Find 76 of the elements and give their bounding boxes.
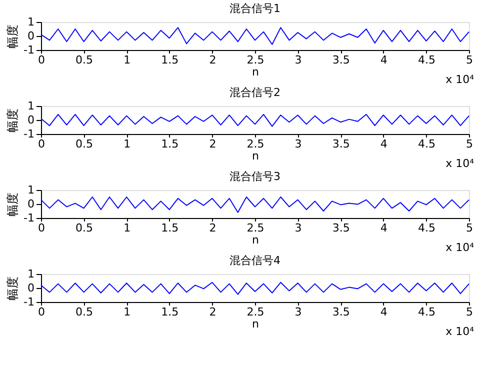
y-tick-label: -1 — [24, 296, 34, 308]
x-axis-title: n — [252, 318, 260, 330]
x-tick-label: 4.5 — [418, 138, 436, 150]
x-tick-label: 2.5 — [246, 138, 264, 150]
y-tick-label: -1 — [24, 44, 34, 56]
x-tick-label: 4.5 — [418, 306, 436, 318]
x-tick-label: 2 — [209, 54, 216, 66]
text: x 10⁴ — [446, 73, 475, 86]
line-series — [40, 114, 470, 127]
x-tick-label: 3.5 — [332, 306, 350, 318]
x-tick-label: 4.5 — [418, 222, 436, 234]
y-tick-label: 1 — [28, 16, 34, 28]
y-axis-title: 幅度 — [6, 108, 20, 132]
x-tick-label: 0 — [38, 222, 45, 234]
y-tick-label: 1 — [28, 268, 34, 280]
x-tick-label: 3.5 — [332, 222, 350, 234]
x-tick-label: 2.5 — [246, 54, 264, 66]
chart-title: 混合信号1 — [230, 2, 280, 15]
x-tick-label: 4 — [380, 306, 388, 318]
x-tick-label: 5 — [466, 222, 473, 234]
x-axis-title: n — [252, 66, 260, 78]
x-tick-label: 3 — [294, 306, 302, 318]
y-tick-label: 1 — [28, 184, 34, 196]
x-tick-label: 5 — [466, 54, 473, 66]
y-axis-title: 幅度 — [6, 276, 20, 300]
x-tick-label: 1.5 — [161, 306, 179, 318]
line-series — [40, 282, 470, 295]
x-tick-label: 1.5 — [161, 54, 179, 66]
x-tick-label: 4 — [380, 54, 388, 66]
x-tick-label: 0.5 — [76, 306, 94, 318]
text: x 10⁴ — [446, 241, 475, 254]
x-tick-label: 1.5 — [161, 138, 179, 150]
line-series — [40, 196, 470, 213]
y-tick-label: -1 — [24, 128, 34, 140]
x-tick-label: 0.5 — [76, 138, 94, 150]
x-tick-label: 1.5 — [161, 222, 179, 234]
x-tick-label: 0 — [38, 306, 45, 318]
x-tick-label: 2 — [209, 222, 216, 234]
x-tick-label: 3 — [294, 54, 302, 66]
x-tick-label: 2 — [209, 306, 216, 318]
x-tick-label: 3.5 — [332, 54, 350, 66]
x-tick-label: 3.5 — [332, 138, 350, 150]
x-tick-label: 2.5 — [246, 222, 264, 234]
chart-title: 混合信号4 — [230, 254, 280, 267]
text: x 10⁴ — [446, 325, 475, 338]
x-tick-label: 2 — [209, 138, 216, 150]
y-tick-label: 1 — [28, 100, 34, 112]
y-tick-label: 0 — [28, 282, 34, 294]
y-axis-title: 幅度 — [6, 192, 20, 216]
y-tick-label: 0 — [28, 198, 34, 210]
x-axis-title: n — [252, 150, 260, 162]
x-tick-label: 1 — [124, 222, 131, 234]
x-tick-label: 3 — [294, 138, 302, 150]
x-tick-label: 4 — [380, 138, 388, 150]
x-tick-label: 0 — [38, 54, 45, 66]
y-tick-label: -1 — [24, 212, 34, 224]
x-tick-label: 3 — [294, 222, 302, 234]
y-axis-title: 幅度 — [6, 24, 20, 48]
x-tick-label: 4 — [380, 222, 388, 234]
x-tick-label: 1 — [124, 306, 131, 318]
x-tick-label: 5 — [466, 138, 473, 150]
x-tick-label: 0.5 — [76, 54, 94, 66]
x-tick-label: 0 — [38, 138, 45, 150]
x-tick-label: 1 — [124, 138, 131, 150]
line-series — [40, 27, 470, 45]
y-tick-label: 0 — [28, 30, 34, 42]
y-tick-label: 0 — [28, 114, 34, 126]
x-tick-label: 4.5 — [418, 54, 436, 66]
text: x 10⁴ — [446, 157, 475, 170]
x-axis-title: n — [252, 234, 260, 246]
x-tick-label: 1 — [124, 54, 131, 66]
x-tick-label: 0.5 — [76, 222, 94, 234]
x-tick-label: 5 — [466, 306, 473, 318]
x-tick-label: 2.5 — [246, 306, 264, 318]
chart-title: 混合信号2 — [230, 86, 280, 99]
chart-title: 混合信号3 — [230, 170, 280, 183]
